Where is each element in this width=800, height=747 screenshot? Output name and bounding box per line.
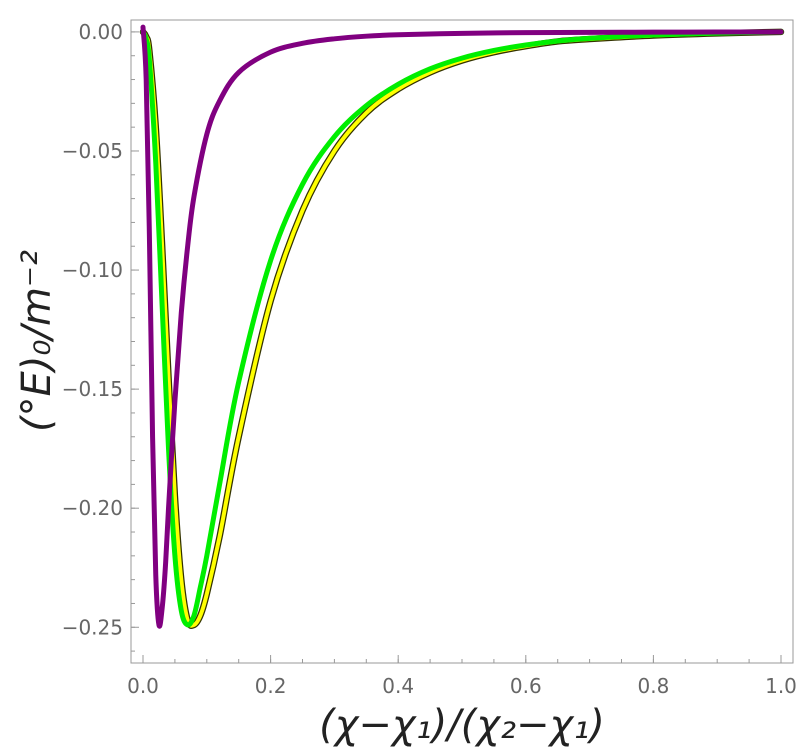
- y-axis-title: (°E)₀/m⁻²: [14, 250, 60, 432]
- purple-series-line: [140, 24, 784, 629]
- y-tick-label: 0.00: [78, 20, 123, 44]
- plot-frame: [130, 19, 794, 664]
- series-layer: [139, 24, 785, 629]
- y-tick-label: −0.10: [62, 258, 123, 282]
- x-tick-label: 0.0: [127, 674, 159, 698]
- y-tick-label: −0.15: [62, 377, 123, 401]
- y-tick-label: −0.05: [62, 139, 123, 163]
- y-tick-label: −0.25: [62, 615, 123, 639]
- x-tick-label: 0.4: [382, 674, 414, 698]
- x-tick-label: 0.8: [637, 674, 669, 698]
- x-axis-ticks: 0.0 0.2 0.4 0.6 0.8 1.0: [127, 655, 797, 698]
- x-axis-title: (χ−χ₁)/(χ₂−χ₁): [319, 702, 605, 747]
- x-tick-label: 0.2: [255, 674, 287, 698]
- yellow-series-line-outline: [139, 28, 785, 629]
- y-axis-ticks: 0.00 −0.05 −0.10 −0.15 −0.20 −0.25: [62, 20, 139, 652]
- green-series-line: [140, 29, 784, 628]
- x-tick-label: 0.6: [510, 674, 542, 698]
- y-tick-label: −0.20: [62, 496, 123, 520]
- x-tick-label: 1.0: [765, 674, 797, 698]
- yellow-series-line: [141, 29, 783, 628]
